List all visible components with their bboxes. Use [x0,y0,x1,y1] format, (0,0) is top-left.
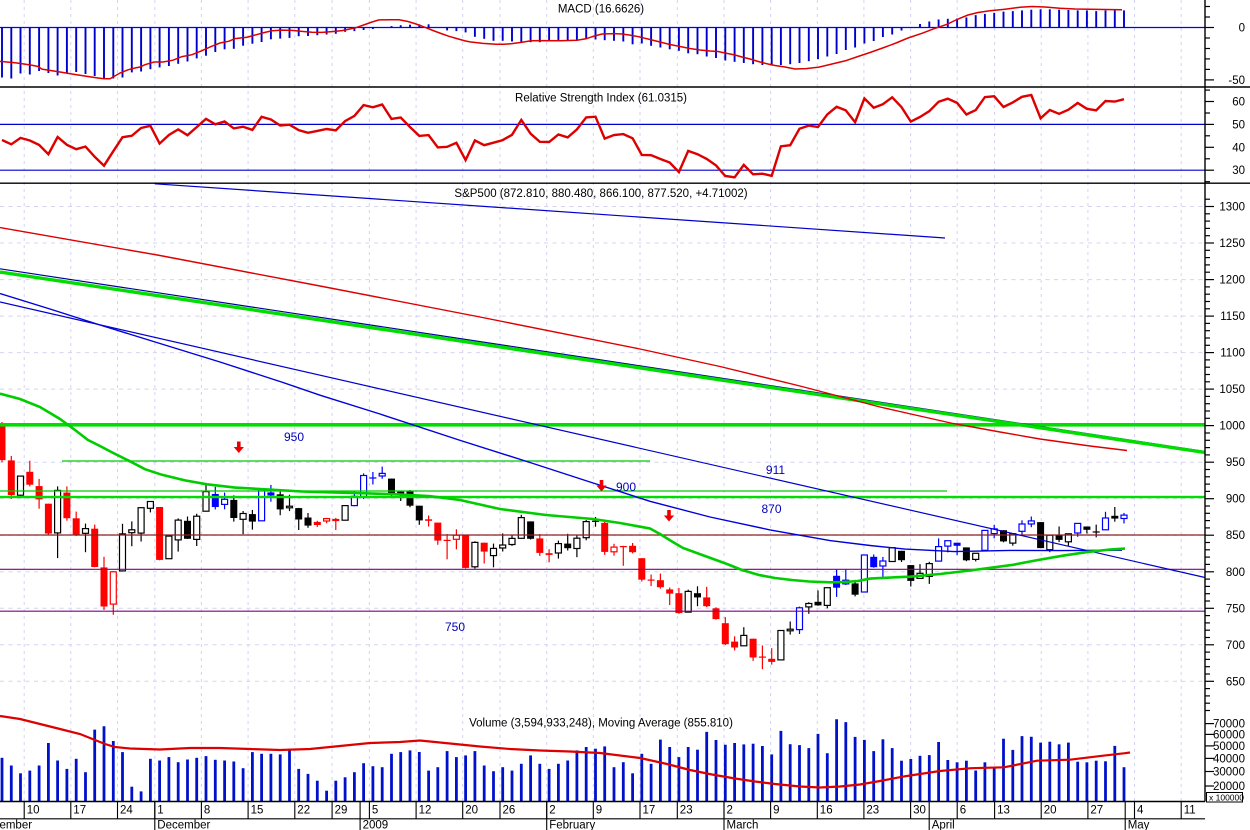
svg-text:20: 20 [1044,805,1057,817]
svg-text:20000: 20000 [1213,781,1245,793]
svg-text:23: 23 [866,805,879,817]
svg-text:Relative Strength Index (61.03: Relative Strength Index (61.0315) [515,93,687,105]
svg-text:2009: 2009 [363,820,389,830]
svg-text:29: 29 [335,805,348,817]
svg-text:1200: 1200 [1219,275,1245,287]
svg-text:30000: 30000 [1213,767,1245,779]
svg-text:24: 24 [120,805,133,817]
svg-text:x 100000: x 100000 [1209,792,1244,802]
svg-text:650: 650 [1226,676,1245,688]
svg-text:17: 17 [643,805,656,817]
svg-text:50000: 50000 [1213,741,1245,753]
svg-text:December: December [157,820,210,830]
svg-text:40: 40 [1232,142,1245,154]
svg-text:26: 26 [503,805,516,817]
svg-text:950: 950 [284,430,304,444]
svg-text:Volume (3,594,933,248), Moving: Volume (3,594,933,248), Moving Average (… [469,718,733,730]
svg-text:30: 30 [913,805,926,817]
svg-text:50: 50 [1232,119,1245,131]
svg-text:4: 4 [1137,805,1144,817]
svg-text:20: 20 [465,805,478,817]
svg-text:February: February [549,820,595,830]
svg-text:-50: -50 [1228,75,1245,87]
svg-text:1000: 1000 [1219,421,1245,433]
svg-text:850: 850 [1226,530,1245,542]
svg-text:30: 30 [1232,165,1245,177]
svg-text:2: 2 [549,805,555,817]
svg-text:1050: 1050 [1219,384,1245,396]
svg-text:11: 11 [1184,805,1196,817]
svg-text:40000: 40000 [1213,753,1245,765]
svg-text:March: March [727,820,759,830]
svg-text:S&P500 (872.810, 880.480, 866.: S&P500 (872.810, 880.480, 866.100, 877.5… [454,188,747,200]
svg-text:870: 870 [761,502,781,516]
svg-text:13: 13 [997,805,1010,817]
svg-text:12: 12 [419,805,432,817]
svg-text:22: 22 [297,805,310,817]
svg-text:MACD (16.6626): MACD (16.6626) [558,4,644,16]
svg-text:17: 17 [73,805,86,817]
svg-text:23: 23 [680,805,693,817]
svg-text:1150: 1150 [1220,311,1245,323]
svg-text:950: 950 [1226,457,1245,469]
svg-text:750: 750 [445,620,465,634]
svg-text:0: 0 [1239,23,1245,35]
svg-text:60000: 60000 [1213,729,1245,741]
svg-text:15: 15 [251,805,264,817]
svg-text:900: 900 [1226,494,1245,506]
svg-text:May: May [1128,820,1150,830]
svg-text:800: 800 [1226,567,1245,579]
svg-text:9: 9 [596,805,602,817]
svg-text:November: November [0,820,32,830]
svg-text:5: 5 [372,805,378,817]
svg-text:700: 700 [1226,640,1245,652]
svg-text:911: 911 [766,463,785,477]
svg-text:1300: 1300 [1219,202,1245,214]
svg-text:900: 900 [616,480,636,494]
svg-text:16: 16 [820,805,833,817]
svg-text:April: April [932,820,955,830]
svg-text:9: 9 [773,805,779,817]
svg-text:6: 6 [960,805,966,817]
svg-text:750: 750 [1226,603,1245,615]
svg-text:27: 27 [1090,805,1103,817]
svg-text:1100: 1100 [1220,348,1245,360]
svg-text:1250: 1250 [1219,238,1245,250]
svg-text:70000: 70000 [1213,719,1245,731]
svg-text:2: 2 [727,805,733,817]
svg-text:60: 60 [1232,97,1245,109]
svg-text:8: 8 [204,805,210,817]
svg-text:1: 1 [157,805,163,817]
svg-text:10: 10 [27,805,40,817]
